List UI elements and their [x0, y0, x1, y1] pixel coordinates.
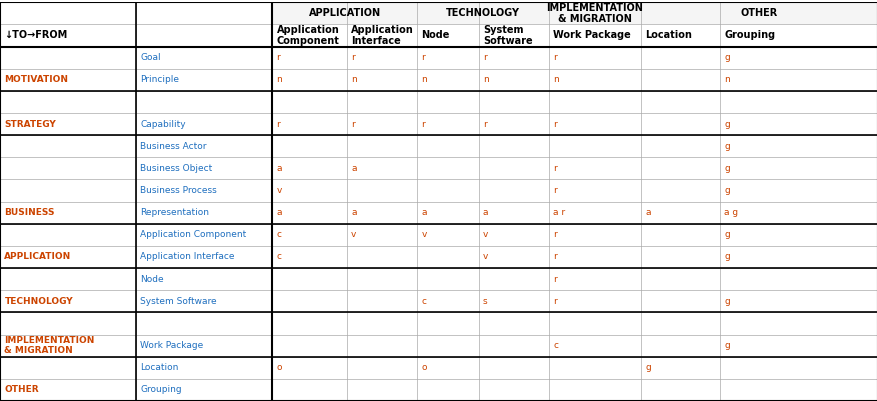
- Text: System
Software: System Software: [482, 24, 532, 46]
- Text: TECHNOLOGY: TECHNOLOGY: [4, 297, 73, 306]
- Text: r: r: [553, 275, 556, 284]
- Text: n: n: [553, 75, 559, 84]
- Text: Location: Location: [645, 30, 691, 41]
- Text: v: v: [351, 230, 356, 239]
- Text: IMPLEMENTATION
& MIGRATION: IMPLEMENTATION & MIGRATION: [545, 2, 643, 24]
- Text: g: g: [724, 297, 730, 306]
- Text: r: r: [351, 119, 354, 129]
- Text: c: c: [276, 230, 282, 239]
- Text: n: n: [351, 75, 357, 84]
- Text: r: r: [482, 53, 486, 62]
- Text: a: a: [421, 208, 426, 217]
- Text: c: c: [421, 297, 426, 306]
- Text: r: r: [276, 119, 280, 129]
- Bar: [548, 2, 640, 24]
- Text: OTHER: OTHER: [4, 385, 39, 395]
- Text: g: g: [724, 53, 730, 62]
- Bar: [640, 2, 877, 24]
- Text: Work Package: Work Package: [140, 341, 203, 350]
- Text: g: g: [645, 363, 651, 372]
- Text: r: r: [553, 230, 556, 239]
- Text: Goal: Goal: [140, 53, 160, 62]
- Text: g: g: [724, 186, 730, 195]
- Text: System Software: System Software: [140, 297, 217, 306]
- Text: BUSINESS: BUSINESS: [4, 208, 55, 217]
- Text: r: r: [553, 53, 556, 62]
- Text: Business Actor: Business Actor: [140, 142, 207, 151]
- Text: MOTIVATION: MOTIVATION: [4, 75, 68, 84]
- Text: v: v: [482, 230, 488, 239]
- Text: Representation: Representation: [140, 208, 210, 217]
- Text: APPLICATION: APPLICATION: [4, 253, 72, 261]
- Text: r: r: [421, 119, 424, 129]
- Text: Location: Location: [140, 363, 179, 372]
- Text: Grouping: Grouping: [724, 30, 774, 41]
- Text: Application Component: Application Component: [140, 230, 246, 239]
- Text: c: c: [276, 253, 282, 261]
- Text: r: r: [553, 119, 556, 129]
- Text: Node: Node: [140, 275, 164, 284]
- Text: APPLICATION: APPLICATION: [308, 8, 381, 18]
- Text: v: v: [421, 230, 426, 239]
- Text: Business Process: Business Process: [140, 186, 217, 195]
- Text: Work Package: Work Package: [553, 30, 631, 41]
- Bar: [417, 2, 548, 24]
- Text: a g: a g: [724, 208, 738, 217]
- Text: g: g: [724, 142, 730, 151]
- Text: g: g: [724, 164, 730, 173]
- Text: a: a: [351, 208, 356, 217]
- Text: OTHER: OTHER: [740, 8, 777, 18]
- Text: s: s: [482, 297, 487, 306]
- Text: o: o: [276, 363, 282, 372]
- Text: r: r: [276, 53, 280, 62]
- Text: c: c: [553, 341, 558, 350]
- Text: a: a: [351, 164, 356, 173]
- Text: o: o: [421, 363, 426, 372]
- Text: g: g: [724, 119, 730, 129]
- Text: g: g: [724, 341, 730, 350]
- Text: ↓TO→FROM: ↓TO→FROM: [4, 30, 68, 41]
- Text: Capability: Capability: [140, 119, 186, 129]
- Text: Node: Node: [421, 30, 449, 41]
- Text: IMPLEMENTATION
& MIGRATION: IMPLEMENTATION & MIGRATION: [4, 336, 95, 355]
- Text: r: r: [553, 186, 556, 195]
- Text: Application Interface: Application Interface: [140, 253, 235, 261]
- Text: a: a: [645, 208, 650, 217]
- Text: r: r: [421, 53, 424, 62]
- Text: Application
Component: Application Component: [276, 24, 339, 46]
- Bar: [272, 2, 417, 24]
- Text: Application
Interface: Application Interface: [351, 24, 413, 46]
- Text: a: a: [482, 208, 488, 217]
- Text: r: r: [553, 253, 556, 261]
- Text: Business Object: Business Object: [140, 164, 212, 173]
- Text: TECHNOLOGY: TECHNOLOGY: [446, 8, 519, 18]
- Text: r: r: [553, 164, 556, 173]
- Text: n: n: [421, 75, 427, 84]
- Text: r: r: [553, 297, 556, 306]
- Text: g: g: [724, 230, 730, 239]
- Text: n: n: [276, 75, 282, 84]
- Text: a r: a r: [553, 208, 565, 217]
- Text: r: r: [351, 53, 354, 62]
- Text: n: n: [482, 75, 488, 84]
- Text: r: r: [482, 119, 486, 129]
- Text: Principle: Principle: [140, 75, 179, 84]
- Text: Grouping: Grouping: [140, 385, 182, 395]
- Text: n: n: [724, 75, 730, 84]
- Text: v: v: [482, 253, 488, 261]
- Text: a: a: [276, 208, 282, 217]
- Text: STRATEGY: STRATEGY: [4, 119, 56, 129]
- Text: a: a: [276, 164, 282, 173]
- Text: g: g: [724, 253, 730, 261]
- Text: v: v: [276, 186, 282, 195]
